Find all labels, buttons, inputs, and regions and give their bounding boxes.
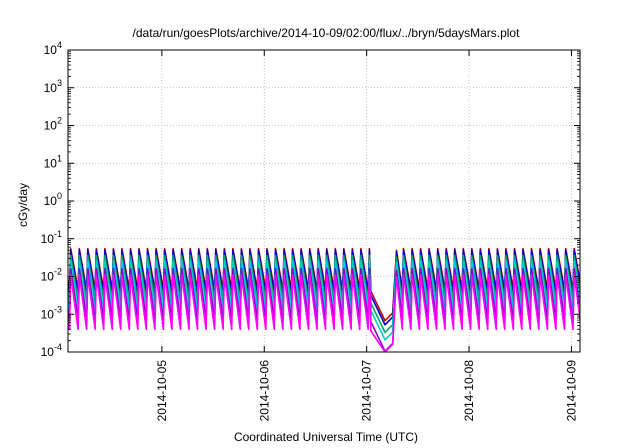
y-axis: 10-4 10-3 10-2 10-1 100 101 102 103 104 [41,40,580,359]
chart-title: /data/run/goesPlots/archive/2014-10-09/0… [133,26,521,40]
y-tick-label: 101 [44,153,62,170]
y-axis-label: cGy/day [16,183,30,227]
x-tick-label: 2014-10-07 [360,360,374,422]
y-tick-label: 104 [44,40,62,57]
series-line-5 [68,274,580,352]
x-tick-label: 2014-10-05 [155,360,169,422]
y-tick-label: 103 [44,78,62,95]
y-tick-label: 10-3 [41,304,62,321]
series-group [68,247,580,352]
x-axis: 2014-10-05 2014-10-06 2014-10-07 2014-10-08… [155,50,578,422]
y-tick-label: 10-4 [41,342,62,359]
y-tick-label: 102 [44,116,62,133]
x-tick-label: 2014-10-06 [257,360,271,422]
x-axis-label: Coordinated Universal Time (UTC) [234,430,418,444]
x-tick-label: 2014-10-09 [564,360,578,422]
y-tick-label: 10-1 [41,229,62,246]
x-tick-label: 2014-10-08 [462,360,476,422]
y-tick-label: 10-2 [41,267,62,284]
y-tick-label: 100 [44,191,62,208]
